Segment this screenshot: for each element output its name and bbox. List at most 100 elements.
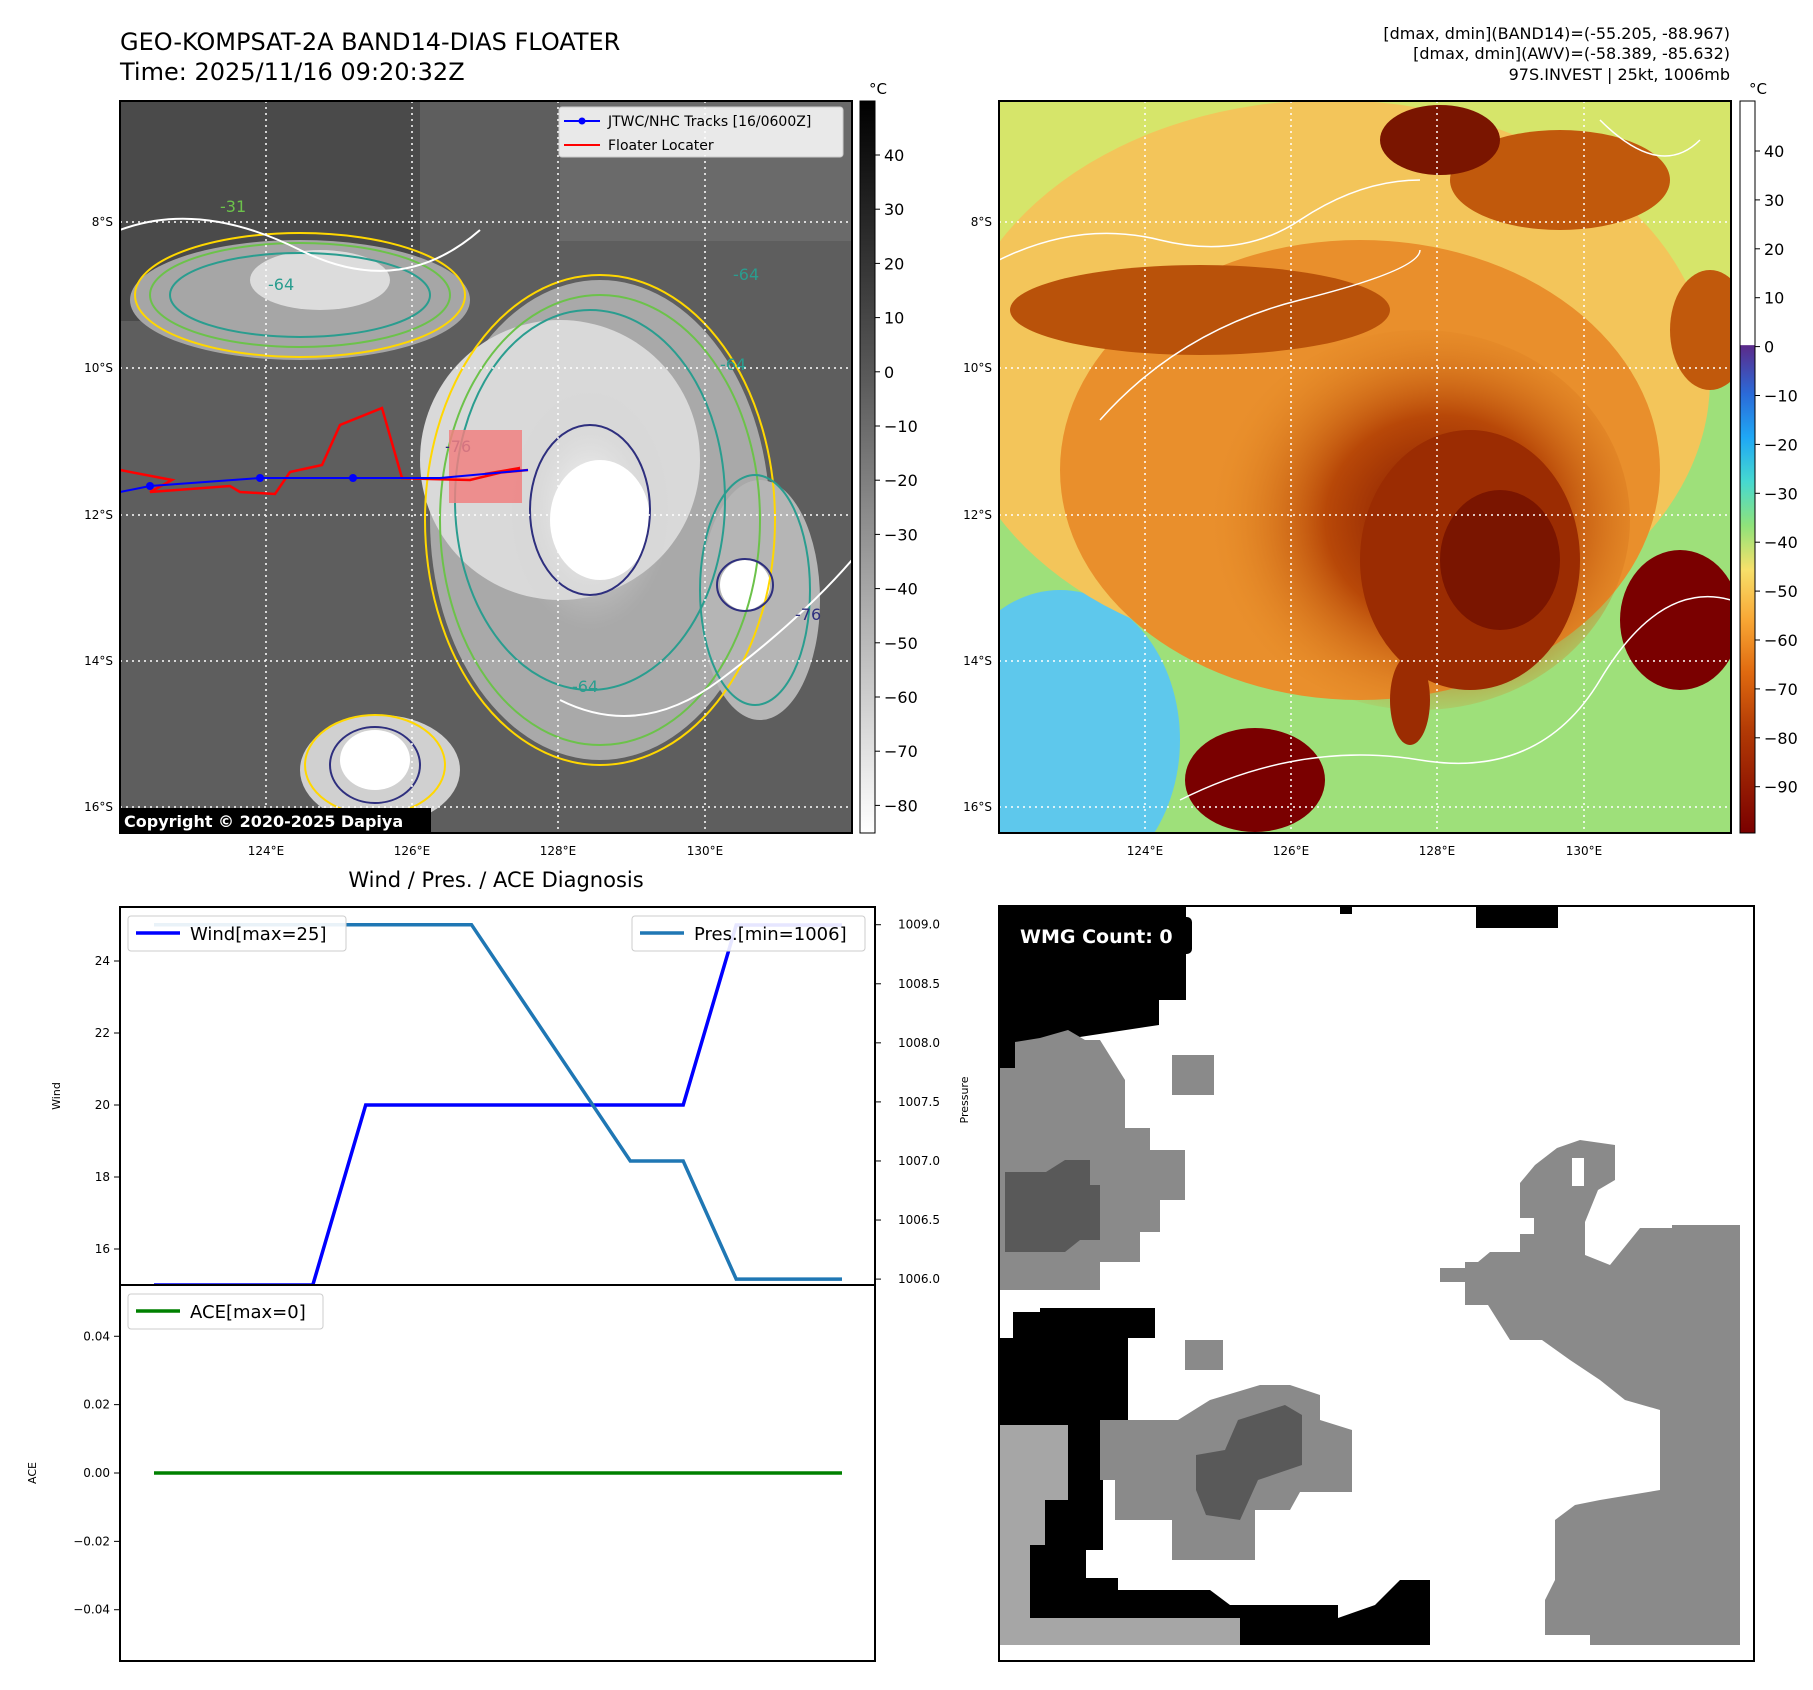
jtwc-track	[120, 469, 529, 493]
ir-colorbar-tick: −20	[884, 471, 918, 490]
awv-colorbar-tick: −50	[1764, 582, 1798, 601]
wind-tick: 18	[95, 1170, 110, 1184]
ace-tick: −0.04	[73, 1603, 110, 1617]
awv-colorbar-tick: −80	[1764, 729, 1798, 748]
ir-colorbar-tick: 0	[884, 363, 894, 382]
awv-colorbar-tick: −60	[1764, 631, 1798, 650]
y-tick: 14°S	[84, 654, 113, 668]
contour-label: -64	[733, 265, 759, 284]
ace-chart: ACE 0.04 0.02 0.00 −0.02 −0.04 ACE[max=0]	[26, 1284, 876, 1662]
ir-colorbar-tick: 20	[884, 254, 904, 273]
ir-colorbar-tick: −50	[884, 634, 918, 653]
ir-colorbar-tick: −80	[884, 796, 918, 815]
y-tick: 8°S	[92, 215, 113, 229]
ir-colorbar-tick: −40	[884, 580, 918, 599]
y-tick: 8°S	[971, 215, 992, 229]
wind-legend: Wind[max=25]	[127, 915, 347, 952]
pressure-tick: 1008.0	[898, 1036, 940, 1050]
awv-colorbar-tick: 10	[1764, 289, 1784, 308]
awv-colorbar-unit: °C	[1749, 80, 1767, 98]
wind-tick: 22	[95, 1026, 110, 1040]
awv-colorbar-tick: −90	[1764, 778, 1798, 797]
x-tick: 126°E	[1273, 844, 1310, 858]
pressure-legend-label: Pres.[min=1006]	[694, 924, 847, 945]
ace-tick: −0.02	[73, 1534, 110, 1548]
wind-pressure-chart: Wind Pressure 16 18 20 22 24 1006.0 1006.5 100…	[50, 906, 971, 1287]
contour-label: -64	[268, 275, 294, 294]
y-tick: 10°S	[963, 361, 992, 375]
ir-colorbar-tick: −70	[884, 742, 918, 761]
awv-colorbar-tick: 0	[1764, 338, 1774, 357]
awv-colorbar: °C 40 30 20 10 0 −10 −20 −30 −40 −50 −60 −70 −80 −90	[1739, 80, 1798, 834]
ir-colorbar-tick: 30	[884, 200, 904, 219]
awv-colorbar-tick: 40	[1764, 142, 1784, 161]
ir-colorbar: °C 40 30 20 10 0 −10 −20 −30 −40 −50 −60 −70 −80	[859, 80, 918, 834]
ir-imagery: -64 -64 -64 -31 -76 -76 -64	[120, 101, 852, 833]
contour-label: -31	[220, 197, 246, 216]
x-tick: 124°E	[248, 844, 285, 858]
y-tick: 16°S	[963, 800, 992, 814]
wind-tick: 24	[95, 954, 110, 968]
wind-axes-frame	[119, 906, 876, 1286]
ir-panel: -64 -64 -64 -31 -76 -76 -64	[84, 80, 918, 858]
ir-colorbar-tick: 40	[884, 146, 904, 165]
x-tick: 128°E	[540, 844, 577, 858]
track-point	[349, 474, 357, 482]
wind-tick: 16	[95, 1242, 110, 1256]
ir-colorbar-tick: −10	[884, 417, 918, 436]
legend-track-label: JTWC/NHC Tracks [16/0600Z]	[607, 114, 811, 130]
awv-colorbar-tick: 20	[1764, 240, 1784, 259]
ace-tick: 0.02	[83, 1398, 110, 1412]
figure-time: Time: 2025/11/16 09:20:32Z	[119, 58, 465, 86]
wind-tick: 20	[95, 1098, 110, 1112]
wmg-panel: WMG Count: 0	[998, 905, 1755, 1662]
contour-label: -64	[572, 677, 598, 696]
wmg-blocks	[999, 906, 1740, 1645]
y-tick: 14°S	[963, 654, 992, 668]
awv-colorbar-tick: −20	[1764, 435, 1798, 454]
info-storm: 97S.INVEST | 25kt, 1006mb	[1509, 65, 1730, 84]
floater-locater-box	[449, 430, 522, 503]
info-band14: [dmax, dmin](BAND14)=(-55.205, -88.967)	[1383, 24, 1730, 43]
pressure-tick: 1009.0	[898, 918, 940, 932]
info-awv: [dmax, dmin](AWV)=(-58.389, -85.632)	[1413, 44, 1730, 63]
ace-legend-label: ACE[max=0]	[190, 1302, 306, 1323]
ace-tick: 0.00	[83, 1466, 110, 1480]
wmg-count: WMG Count: 0	[1020, 926, 1173, 948]
y-tick: 16°S	[84, 800, 113, 814]
legend-locater-label: Floater Locater	[608, 138, 714, 154]
figure-title: GEO-KOMPSAT-2A BAND14-DIAS FLOATER	[120, 28, 620, 56]
ir-frame	[119, 100, 853, 834]
wmg-frame	[998, 905, 1755, 1662]
awv-panel: 124°E 126°E 128°E 130°E 8°S 10°S 12°S 14…	[963, 80, 1798, 858]
copyright-box	[121, 808, 431, 833]
awv-colorbar-tick: −30	[1764, 484, 1798, 503]
pressure-tick: 1007.5	[898, 1095, 940, 1109]
diagnosis-title: Wind / Pres. / ACE Diagnosis	[348, 868, 643, 892]
x-tick: 130°E	[687, 844, 724, 858]
ir-colorbar-tick: −30	[884, 525, 918, 544]
pressure-legend: Pres.[min=1006]	[631, 915, 866, 952]
contour-label: -64	[720, 355, 746, 374]
awv-colorbar-tick: −70	[1764, 680, 1798, 699]
awv-imagery	[999, 101, 1731, 833]
pressure-axis-label: Pressure	[958, 1076, 971, 1123]
wind-axis-label: Wind	[50, 1082, 63, 1110]
x-tick: 128°E	[1419, 844, 1456, 858]
x-tick: 126°E	[394, 844, 431, 858]
pressure-tick: 1006.0	[898, 1272, 940, 1286]
y-tick: 12°S	[84, 508, 113, 522]
ace-axis-label: ACE	[26, 1462, 39, 1484]
copyright: Copyright © 2020-2025 Dapiya	[124, 812, 403, 831]
awv-colorbar-tick: −10	[1764, 387, 1798, 406]
wmg-count-box	[1010, 917, 1192, 954]
track-point	[146, 482, 154, 490]
pressure-tick: 1006.5	[898, 1213, 940, 1227]
contour-label: -76	[795, 605, 821, 624]
y-tick: 12°S	[963, 508, 992, 522]
ir-legend: JTWC/NHC Tracks [16/0600Z] Floater Locat…	[558, 106, 844, 158]
awv-frame	[998, 100, 1732, 834]
y-tick: 10°S	[84, 361, 113, 375]
awv-colorbar-tick: −40	[1764, 533, 1798, 552]
ir-colorbar-tick: −60	[884, 688, 918, 707]
